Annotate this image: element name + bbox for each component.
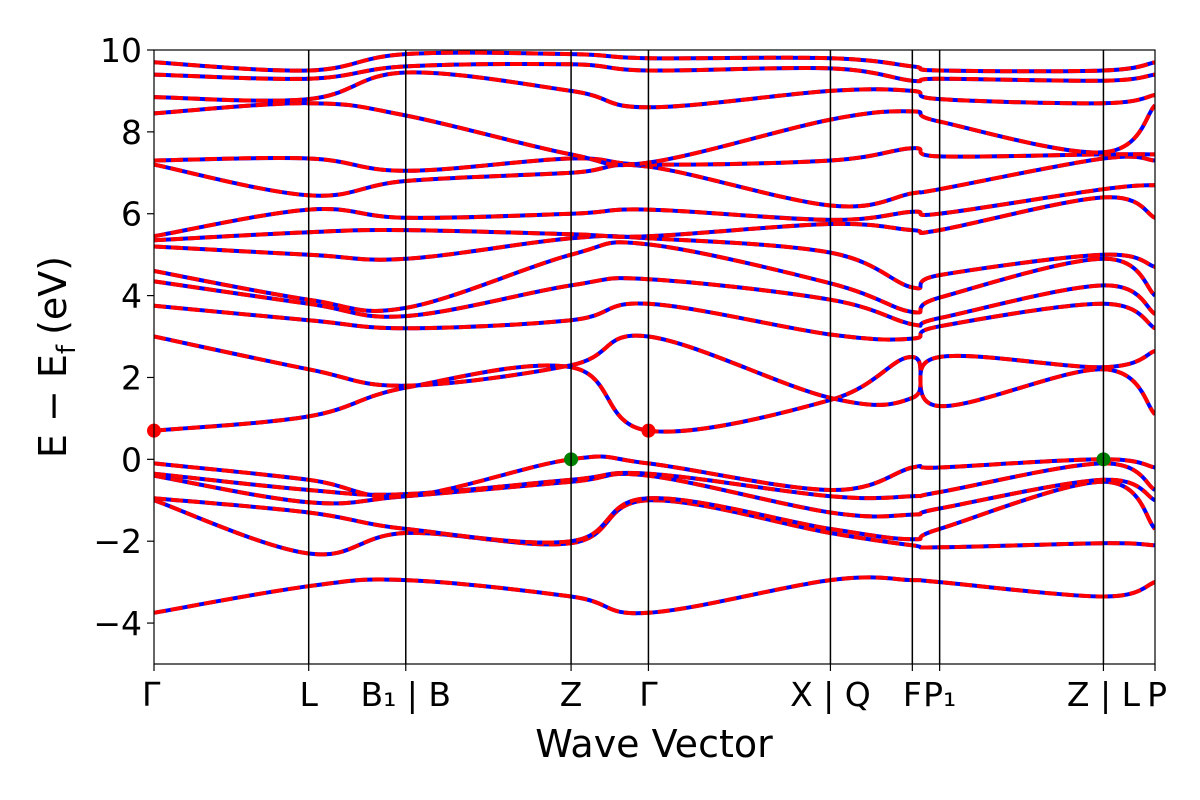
y-tick-label-7: 10 bbox=[100, 31, 142, 70]
y-tick-label-4: 4 bbox=[121, 277, 142, 316]
y-tick-label-1: −2 bbox=[93, 522, 142, 561]
band-line-11-red bbox=[154, 233, 1155, 291]
kpoint-lines bbox=[307, 50, 1105, 664]
y-tick-label-5: 6 bbox=[121, 195, 142, 234]
band-line-18-red bbox=[154, 61, 1155, 84]
band-line-2-red bbox=[154, 479, 1155, 545]
band-line-17-red bbox=[154, 70, 1155, 110]
y-axis-label: E − Ef (eV) bbox=[31, 256, 82, 458]
band-line-16-red bbox=[154, 101, 1155, 168]
plot-frame bbox=[153, 49, 1156, 665]
band-line-9-red bbox=[154, 276, 1155, 328]
band-line-0-red bbox=[154, 575, 1155, 616]
bands-layer bbox=[154, 50, 1155, 616]
x-axis-label: Wave Vector bbox=[535, 722, 773, 766]
band-line-0-blue bbox=[154, 575, 1155, 616]
band-line-3-red bbox=[154, 471, 1155, 519]
y-tick-label-3: 2 bbox=[121, 358, 142, 397]
x-tick-label-3: Z bbox=[560, 675, 583, 714]
band-line-8-red bbox=[154, 301, 1155, 342]
y-tick-label-0: −4 bbox=[93, 604, 142, 643]
x-tick-label-1: L bbox=[300, 675, 319, 714]
band-line-1-red bbox=[154, 498, 1155, 557]
x-tick-label-4: Γ bbox=[639, 675, 658, 714]
band-line-8-blue bbox=[154, 301, 1155, 342]
x-tick-label-8: Z | L bbox=[1067, 675, 1141, 714]
y-tick-label-6: 8 bbox=[121, 113, 142, 152]
x-tick-label-5: X | Q bbox=[790, 675, 871, 714]
x-tick-label-9: P bbox=[1147, 675, 1167, 714]
band-line-13-red bbox=[154, 183, 1155, 239]
y-axis: −4 −2 0 2 4 6 8 10 bbox=[93, 31, 154, 643]
band-line-14-red bbox=[154, 154, 1155, 209]
band-line-19-blue bbox=[154, 50, 1155, 74]
y-axis-label-unit: (eV) bbox=[31, 256, 75, 335]
x-tick-label-7: P₁ bbox=[923, 675, 956, 714]
x-tick-label-0: Γ bbox=[142, 675, 161, 714]
band-line-12-red bbox=[154, 195, 1155, 243]
x-tick-label-2: B₁ | B bbox=[360, 675, 451, 714]
band-line-19-red bbox=[154, 50, 1155, 74]
band-line-5-red bbox=[154, 454, 1155, 499]
band-line-10-red bbox=[154, 240, 1155, 315]
band-line-7-red bbox=[154, 333, 1155, 407]
y-axis-label-main: E − E bbox=[31, 354, 75, 458]
band-line-15-red bbox=[154, 146, 1155, 173]
band-line-4-red bbox=[154, 461, 1155, 501]
y-tick-label-2: 0 bbox=[121, 440, 142, 479]
band-line-6-red bbox=[154, 354, 1155, 434]
x-tick-label-6: F bbox=[903, 675, 922, 714]
y-axis-label-sub: f bbox=[52, 344, 82, 354]
